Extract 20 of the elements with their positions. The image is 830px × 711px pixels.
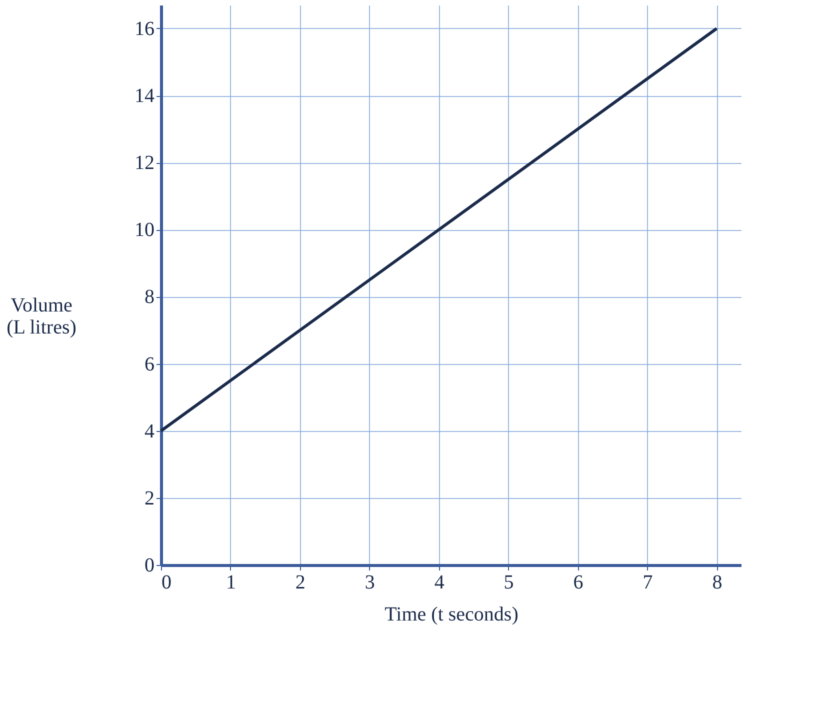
- y-axis-title: Volume (L litres): [6, 294, 76, 338]
- y-tick-label: 10: [134, 219, 154, 242]
- x-tick-label: 8: [712, 572, 722, 594]
- x-tick-label: 5: [504, 572, 514, 594]
- y-tick-label: 4: [144, 420, 154, 442]
- y-tick-label: 12: [134, 152, 154, 174]
- y-tick-label: 6: [144, 353, 154, 376]
- x-axis-title: Time (t seconds): [384, 604, 518, 626]
- x-tick-label: 3: [364, 572, 375, 594]
- x-tick-label: 0: [162, 572, 172, 594]
- y-tick-label: 14: [134, 85, 154, 108]
- y-tick-label: 0: [144, 554, 154, 576]
- y-tick-label: 8: [144, 286, 154, 308]
- y-tick-label: 2: [144, 487, 154, 510]
- x-tick-label: 4: [434, 572, 444, 594]
- x-tick-label: 2: [295, 572, 306, 594]
- x-tick-label: 7: [642, 572, 653, 594]
- x-tick-label: 6: [573, 572, 584, 594]
- x-tick-label: 1: [226, 572, 236, 594]
- y-tick-label: 16: [134, 18, 154, 40]
